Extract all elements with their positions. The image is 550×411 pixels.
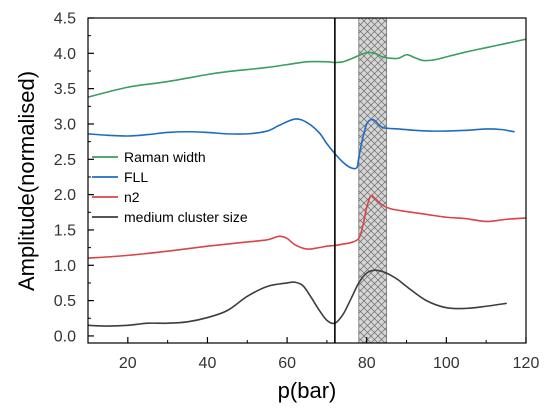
y-tick-label: 2.5 bbox=[54, 152, 76, 169]
y-tick-label: 4.5 bbox=[54, 11, 76, 28]
y-tick-label: 4.0 bbox=[54, 46, 76, 63]
plot-frame bbox=[87, 17, 527, 344]
series-line-2 bbox=[88, 194, 526, 260]
x-tick-label: 40 bbox=[199, 355, 217, 372]
legend-label-3: medium cluster size bbox=[124, 209, 248, 225]
x-tick-label: 60 bbox=[278, 355, 296, 372]
y-tick-label: 1.0 bbox=[54, 258, 76, 275]
y-tick-label: 2.0 bbox=[54, 187, 76, 204]
legend: Raman width FLL n2 medium cluster size bbox=[92, 149, 248, 225]
series-line-3 bbox=[88, 269, 507, 327]
legend-label-1: FLL bbox=[124, 169, 148, 185]
y-tick-label: 1.5 bbox=[54, 222, 76, 239]
x-tick-label: 100 bbox=[433, 355, 460, 372]
shaded-band bbox=[358, 17, 388, 344]
x-tick-layer: 20 40 60 80 100 120 bbox=[119, 337, 540, 372]
x-tick-label: 20 bbox=[119, 355, 137, 372]
y-tick-label: 3.0 bbox=[54, 116, 76, 133]
legend-label-0: Raman width bbox=[124, 149, 206, 165]
y-tick-label: 0.5 bbox=[54, 293, 76, 310]
shaded-band-layer bbox=[358, 17, 388, 344]
x-tick-label: 80 bbox=[358, 355, 376, 372]
x-axis-title: p(bar) bbox=[278, 378, 337, 403]
y-tick-label: 3.5 bbox=[54, 81, 76, 98]
series-layer bbox=[88, 38, 526, 327]
series-line-1 bbox=[88, 118, 515, 170]
y-tick-label: 0.0 bbox=[54, 328, 76, 345]
y-axis-title: Amplitude(normalised) bbox=[14, 71, 39, 291]
series-line-0 bbox=[88, 38, 526, 98]
x-tick-label: 120 bbox=[513, 355, 540, 372]
y-tick-layer: 0.0 0.5 1.0 1.5 2.0 2.5 3.0 3.5 4.0 4.5 bbox=[54, 11, 94, 345]
legend-label-2: n2 bbox=[124, 189, 140, 205]
